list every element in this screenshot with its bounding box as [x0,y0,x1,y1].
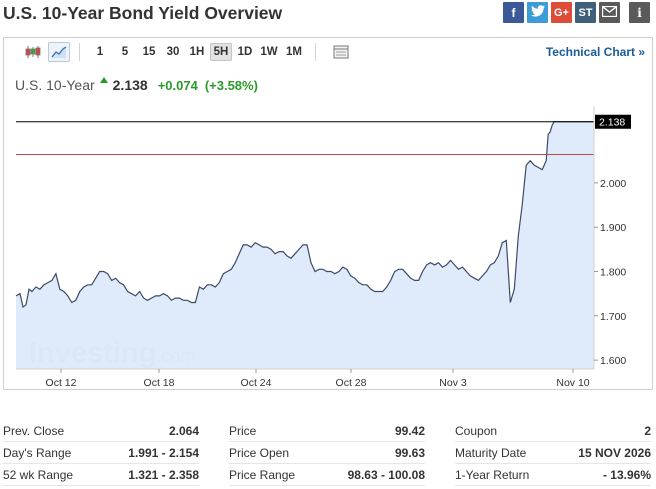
y-tick-label: 1.800 [600,267,626,279]
range-1h-button[interactable]: 1H [189,46,205,58]
range-5min-button[interactable]: 5 [121,46,129,58]
x-tick-label: Oct 24 [241,377,272,389]
stat-value: - 13.96% [602,467,651,482]
price-change-percent: (+3.58%) [204,78,258,93]
share-bar: f G+ ST i [503,2,650,23]
twitter-share-button[interactable] [527,2,548,23]
facebook-share-button[interactable]: f [503,2,524,23]
y-tick-label: 1.700 [600,311,626,323]
stat-row: 52 wk Range 1.321 - 2.358 [3,464,199,486]
stat-row: Day's Range 1.991 - 2.154 [3,442,199,464]
page-title: U.S. 10-Year Bond Yield Overview [3,3,283,23]
y-tick-label: 1.600 [600,355,626,367]
y-tick-label: 1.900 [600,222,626,234]
stat-row: Price Range 98.63 - 100.08 [229,464,425,486]
stat-row: Price 99.42 [229,420,425,442]
range-1d-button[interactable]: 1D [237,46,253,58]
area-chart-icon [51,46,67,58]
stats-column-3: Coupon 2 Maturity Date 15 NOV 2026 1-Year … [455,420,651,486]
instrument-name: U.S. 10-Year [15,77,95,93]
chart-settings-button[interactable] [330,42,352,62]
range-1min-button[interactable]: 1 [96,46,104,58]
range-15min-button[interactable]: 15 [142,46,156,58]
x-tick-label: Nov 10 [556,377,589,389]
stat-row: Price Open 99.63 [229,442,425,464]
stat-label: Price [229,423,257,438]
x-tick-label: Oct 12 [46,377,77,389]
stats-column-2: Price 99.42 Price Open 99.63 Price Range 98… [229,420,425,486]
stat-label: 1-Year Return [455,467,530,482]
google-plus-share-button[interactable]: G+ [551,2,572,23]
facebook-icon: f [511,5,516,20]
stat-label: Price Open [229,445,290,460]
stat-label: Coupon [455,423,498,438]
stat-value: 15 NOV 2026 [578,445,651,460]
stats-column-1: Prev. Close 2.064 Day's Range 1.991 - 2.15… [3,420,199,486]
x-tick-label: Oct 28 [336,377,367,389]
stat-label: Maturity Date [455,445,527,460]
price-change: +0.074 [157,78,198,93]
quote-row: U.S. 10-Year 2.138 +0.074 (+3.58%) [15,77,258,93]
stat-label: Prev. Close [3,423,65,438]
yield-chart[interactable]: Investing.com1.6001.7001.8001.9002.0002.… [4,100,652,390]
range-5h-button[interactable]: 5H [210,43,232,61]
range-1m-button[interactable]: 1M [286,46,302,58]
candlestick-icon [25,46,41,58]
info-icon: i [637,5,642,20]
x-tick-label: Oct 18 [144,377,175,389]
range-1w-button[interactable]: 1W [260,46,278,58]
stat-row: Coupon 2 [455,420,651,442]
toolbar-divider [79,43,80,61]
last-price: 2.138 [112,77,148,93]
stat-label: Price Range [229,467,296,482]
stat-value: 98.63 - 100.08 [347,467,425,482]
google-plus-icon: G+ [554,6,569,19]
stocktwits-share-button[interactable]: ST [575,2,596,23]
up-arrow-icon [99,77,108,83]
technical-chart-link[interactable]: Technical Chart » [545,45,645,59]
stat-row: Maturity Date 15 NOV 2026 [455,442,651,464]
range-30min-button[interactable]: 30 [166,46,180,58]
stat-label: Day's Range [3,445,72,460]
table-icon [333,45,349,59]
toolbar-divider [315,43,316,61]
stat-row: Prev. Close 2.064 [3,420,199,442]
series-line [15,121,594,309]
stocktwits-icon: ST [578,6,593,19]
info-button[interactable]: i [629,2,650,23]
last-value-label: 2.138 [599,117,625,129]
candlestick-chart-button[interactable] [22,42,44,62]
stat-label: 52 wk Range [3,467,74,482]
last-value-badge [595,114,631,129]
area-chart-button[interactable] [48,42,70,62]
chart-toolbar: 1 5 15 30 1H 5H 1D 1W 1M Technical Chart… [4,38,652,66]
stat-value: 99.63 [394,445,425,460]
twitter-icon [530,5,545,20]
x-tick-label: Nov 3 [439,377,467,389]
stat-value: 2 [644,423,651,438]
stat-value: 2.064 [168,423,199,438]
chart-panel: 1 5 15 30 1H 5H 1D 1W 1M Technical Chart… [3,37,653,390]
y-tick-label: 2.000 [600,178,626,190]
stat-value: 1.321 - 2.358 [128,467,199,482]
email-share-button[interactable] [599,2,620,23]
email-icon [601,5,618,20]
stat-row: 1-Year Return - 13.96% [455,464,651,486]
stat-value: 1.991 - 2.154 [128,445,199,460]
stat-value: 99.42 [394,423,425,438]
